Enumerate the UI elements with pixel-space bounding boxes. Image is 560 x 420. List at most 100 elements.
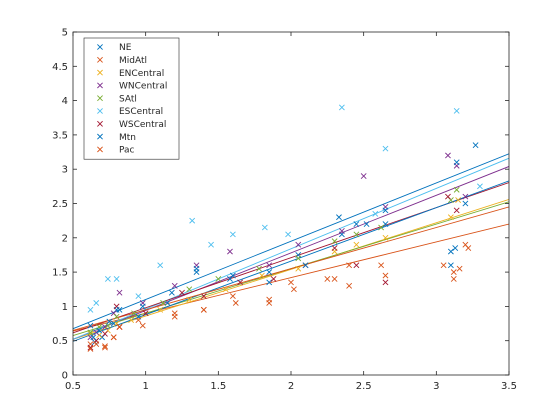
data-point-pac bbox=[116, 324, 123, 330]
y-tick-label: 1.5 bbox=[52, 268, 68, 279]
x-tick-label: 2.5 bbox=[356, 381, 372, 392]
data-point-pac bbox=[171, 313, 178, 320]
data-point-escentral bbox=[208, 241, 214, 248]
legend-marker-satl bbox=[97, 95, 103, 102]
data-point-wscentral bbox=[179, 289, 185, 296]
data-point-midatl bbox=[229, 293, 236, 300]
data-point-pac bbox=[232, 300, 239, 306]
x-tick-label: 2 bbox=[288, 381, 294, 392]
data-point-encentral bbox=[222, 286, 229, 293]
data-point-pac bbox=[324, 276, 331, 282]
data-point-escentral bbox=[338, 104, 345, 111]
legend-marker-midatl bbox=[97, 56, 103, 63]
fit-lines bbox=[72, 153, 510, 342]
data-point-pac bbox=[139, 322, 146, 329]
data-point-wncentral bbox=[227, 248, 233, 255]
y-tick-label: 4 bbox=[62, 96, 68, 107]
data-point-ne bbox=[266, 279, 273, 286]
legend-marker-pac bbox=[97, 146, 103, 153]
data-point-wscentral bbox=[453, 207, 460, 214]
y-tick-label: 4.5 bbox=[52, 62, 68, 73]
data-point-satl bbox=[331, 238, 338, 245]
data-point-escentral bbox=[135, 293, 142, 300]
data-point-escentral bbox=[189, 217, 196, 224]
data-point-pac bbox=[346, 282, 353, 289]
data-point-wscentral bbox=[87, 344, 94, 351]
fit-line-encentral bbox=[72, 198, 510, 340]
data-point-mtn bbox=[106, 318, 113, 325]
data-point-wscentral bbox=[237, 279, 244, 286]
data-point-ne bbox=[472, 142, 479, 149]
data-point-escentral bbox=[93, 300, 100, 306]
data-point-wscentral bbox=[200, 293, 207, 300]
data-point-midatl bbox=[450, 269, 457, 276]
data-point-mtn bbox=[139, 303, 146, 310]
data-point-wscentral bbox=[445, 193, 451, 200]
fit-line-ne bbox=[72, 153, 510, 330]
data-point-mtn bbox=[96, 327, 103, 334]
data-point-encentral bbox=[295, 265, 302, 272]
data-point-wncentral bbox=[266, 262, 273, 269]
data-point-encentral bbox=[455, 197, 462, 203]
data-point-encentral bbox=[128, 317, 135, 324]
data-point-wncentral bbox=[295, 241, 302, 248]
data-point-escentral bbox=[382, 145, 389, 152]
data-point-ne bbox=[164, 300, 171, 306]
y-tick-label: 2.5 bbox=[52, 199, 68, 210]
data-point-satl bbox=[295, 255, 302, 262]
data-point-wncentral bbox=[93, 329, 100, 336]
data-point-mtn bbox=[168, 289, 175, 296]
data-point-escentral bbox=[229, 231, 236, 238]
data-markers bbox=[87, 104, 483, 352]
data-point-pac bbox=[450, 276, 457, 282]
data-point-pac bbox=[266, 296, 273, 303]
data-point-wncentral bbox=[116, 289, 123, 296]
legend-label-midatl: MidAtl bbox=[119, 56, 147, 66]
legend-label-escentral: ESCentral bbox=[119, 107, 163, 117]
fit-line-wncentral bbox=[72, 166, 510, 340]
data-point-encentral bbox=[447, 214, 454, 221]
data-point-escentral bbox=[453, 107, 460, 114]
data-point-ne bbox=[382, 221, 389, 227]
data-point-wncentral bbox=[102, 324, 108, 330]
legend-label-satl: SAtl bbox=[119, 94, 137, 104]
data-point-pac bbox=[200, 306, 207, 313]
data-point-mtn bbox=[302, 262, 309, 269]
data-point-pac bbox=[87, 346, 94, 352]
data-point-escentral bbox=[372, 210, 379, 217]
data-point-encentral bbox=[157, 306, 164, 313]
y-tick-label: 1 bbox=[62, 302, 68, 313]
legend-marker-ne bbox=[97, 44, 103, 50]
y-tick-label: 3.5 bbox=[52, 130, 68, 141]
axis-ticks: 0.5 1 1.5 2 2.5 3 3.500.511.522.533.544.55 bbox=[52, 28, 517, 393]
data-point-satl bbox=[131, 310, 137, 317]
legend-label-wncentral: WNCentral bbox=[119, 82, 167, 92]
data-point-pac bbox=[93, 341, 100, 348]
data-point-wscentral bbox=[270, 276, 277, 282]
y-tick-label: 3 bbox=[62, 165, 68, 176]
data-point-pac bbox=[102, 344, 108, 351]
data-point-wscentral bbox=[102, 330, 108, 337]
data-point-encentral bbox=[186, 296, 193, 303]
data-point-wscentral bbox=[331, 245, 338, 252]
legend: NE MidAtl ENCentral WNCentral SAtl ESCentral W… bbox=[83, 37, 180, 160]
data-point-wscentral bbox=[353, 262, 360, 269]
data-point-ne bbox=[447, 262, 454, 269]
data-point-pac bbox=[465, 245, 472, 252]
data-point-mtn bbox=[447, 248, 454, 255]
data-point-ne bbox=[353, 221, 360, 227]
data-point-satl bbox=[113, 313, 120, 320]
x-tick-label: 1.5 bbox=[210, 381, 226, 392]
x-tick-label: 3 bbox=[433, 381, 439, 392]
x-tick-label: 1 bbox=[142, 381, 148, 392]
data-point-pac bbox=[378, 262, 385, 269]
data-point-satl bbox=[378, 224, 385, 231]
data-point-satl bbox=[104, 322, 111, 329]
legend-label-ne: NE bbox=[119, 43, 132, 53]
legend-marker-wncentral bbox=[97, 82, 103, 89]
data-point-mtn bbox=[266, 269, 273, 276]
legend-label-pac: Pac bbox=[119, 146, 135, 156]
data-point-ne bbox=[87, 322, 94, 329]
data-point-encentral bbox=[382, 234, 389, 241]
